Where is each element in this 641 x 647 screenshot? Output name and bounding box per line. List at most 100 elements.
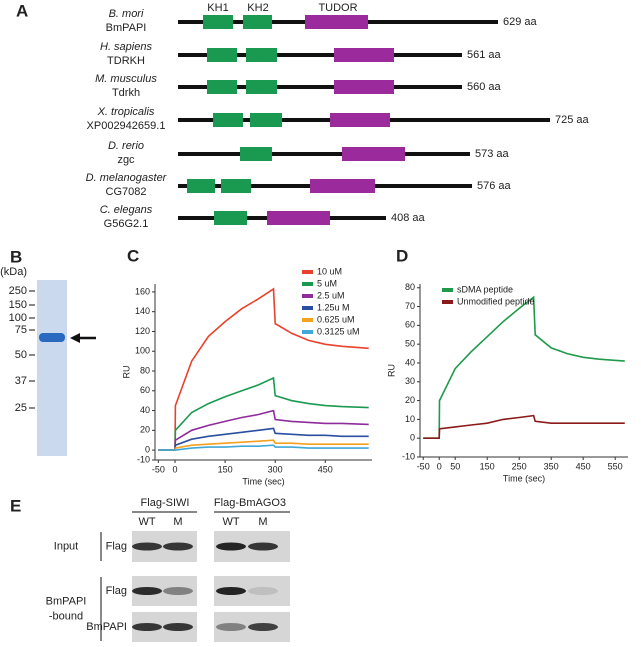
- y-tick-label: 40: [405, 357, 415, 367]
- protein-length: 560 aa: [467, 81, 502, 93]
- legend-label: 10 uM: [317, 266, 342, 276]
- x-axis-label: Time (sec): [503, 473, 545, 483]
- y-tick-label: 100: [135, 346, 150, 356]
- series-line: [158, 287, 369, 451]
- tudor-domain: [330, 113, 390, 127]
- lane-label: M: [258, 516, 267, 528]
- protein-name: BmPAPI: [106, 22, 147, 34]
- x-tick-label: 150: [480, 461, 495, 471]
- group-label: BmPAPI: [46, 595, 87, 607]
- protein-name: XP002942659.1: [87, 120, 166, 132]
- y-tick-label: 80: [140, 365, 150, 375]
- marker-label: 250: [9, 285, 27, 297]
- series-line: [158, 439, 369, 451]
- arrow-head: [70, 333, 80, 343]
- legend-swatch: [302, 294, 313, 298]
- y-tick-label: 40: [140, 405, 150, 415]
- y-axis-label: RU: [121, 366, 131, 379]
- x-tick-label: 300: [268, 464, 283, 474]
- blot-band: [216, 587, 246, 595]
- series-line: [158, 444, 369, 451]
- group-label: Input: [54, 540, 78, 552]
- marker-label: 50: [15, 349, 27, 361]
- y-tick-label: 60: [140, 385, 150, 395]
- kh-domain: [207, 48, 237, 62]
- domain-name: KH2: [247, 2, 268, 14]
- tudor-domain: [342, 147, 405, 161]
- domain-name: KH1: [207, 2, 228, 14]
- kh-domain: [214, 211, 247, 225]
- legend-label: 2.5 uM: [317, 290, 345, 300]
- protein-length: 408 aa: [391, 212, 426, 224]
- protein-length: 561 aa: [467, 49, 502, 61]
- x-tick-label: 50: [450, 461, 460, 471]
- probe-label: BmPAPI: [86, 621, 127, 633]
- blot-band: [248, 623, 278, 631]
- series-line: [158, 427, 369, 451]
- legend-swatch: [302, 282, 313, 286]
- construct-label: Flag-BmAGO3: [214, 497, 286, 509]
- x-tick-label: 0: [173, 464, 178, 474]
- protein-name: G56G2.1: [104, 218, 149, 230]
- y-tick-label: 50: [405, 339, 415, 349]
- unit-label: (kDa): [0, 266, 27, 278]
- y-tick-label: 80: [405, 282, 415, 292]
- protein-length: 576 aa: [477, 180, 512, 192]
- x-tick-label: 150: [218, 464, 233, 474]
- tudor-domain: [334, 80, 394, 94]
- probe-label: Flag: [106, 540, 127, 552]
- species: D. melanogaster: [86, 172, 168, 184]
- legend-swatch: [442, 300, 453, 304]
- legend-swatch: [302, 330, 313, 334]
- lane-label: M: [173, 516, 182, 528]
- tudor-domain: [267, 211, 330, 225]
- y-tick-label: 20: [140, 425, 150, 435]
- y-tick-label: 10: [405, 414, 415, 424]
- kh-domain: [203, 15, 233, 29]
- y-tick-label: 120: [135, 326, 150, 336]
- legend-swatch: [302, 306, 313, 310]
- kh-domain: [243, 15, 272, 29]
- lane-label: WT: [222, 516, 239, 528]
- y-tick-label: 140: [135, 306, 150, 316]
- panel-label: D: [396, 246, 408, 265]
- blot-band: [132, 623, 162, 631]
- y-tick-label: -10: [402, 451, 415, 461]
- group-label: -bound: [49, 610, 83, 622]
- kh-domain: [250, 113, 282, 127]
- y-tick-label: 20: [405, 395, 415, 405]
- marker-label: 150: [9, 299, 27, 311]
- legend-label: 0.3125 uM: [317, 326, 360, 336]
- series-line: [158, 376, 369, 451]
- y-tick-label: -10: [137, 454, 150, 464]
- blot-band: [132, 542, 162, 551]
- x-tick-label: 550: [608, 461, 623, 471]
- species: B. mori: [109, 8, 144, 20]
- species: C. elegans: [100, 204, 153, 216]
- x-tick-label: -50: [152, 464, 165, 474]
- blot-band: [132, 587, 162, 595]
- legend-swatch: [442, 288, 453, 292]
- y-axis-label: RU: [386, 364, 396, 377]
- legend-label: 5 uM: [317, 278, 337, 288]
- kh-domain: [187, 179, 215, 193]
- probe-label: Flag: [106, 585, 127, 597]
- kh-domain: [221, 179, 251, 193]
- y-tick-label: 70: [405, 301, 415, 311]
- protein-length: 725 aa: [555, 114, 590, 126]
- legend-label: 0.625 uM: [317, 314, 355, 324]
- blot-band: [163, 542, 193, 551]
- x-tick-label: 350: [544, 461, 559, 471]
- protein-name: CG7082: [106, 186, 147, 198]
- protein-name: TDRKH: [107, 55, 145, 67]
- kh-domain: [240, 147, 272, 161]
- kh-domain: [213, 113, 243, 127]
- x-tick-label: -50: [417, 461, 430, 471]
- blot-band: [248, 587, 278, 595]
- y-tick-label: 60: [405, 320, 415, 330]
- legend-label: Unmodified peptide: [457, 296, 535, 306]
- species: X. tropicalis: [97, 106, 155, 118]
- domain-name: TUDOR: [318, 2, 357, 14]
- gel-band: [39, 333, 65, 342]
